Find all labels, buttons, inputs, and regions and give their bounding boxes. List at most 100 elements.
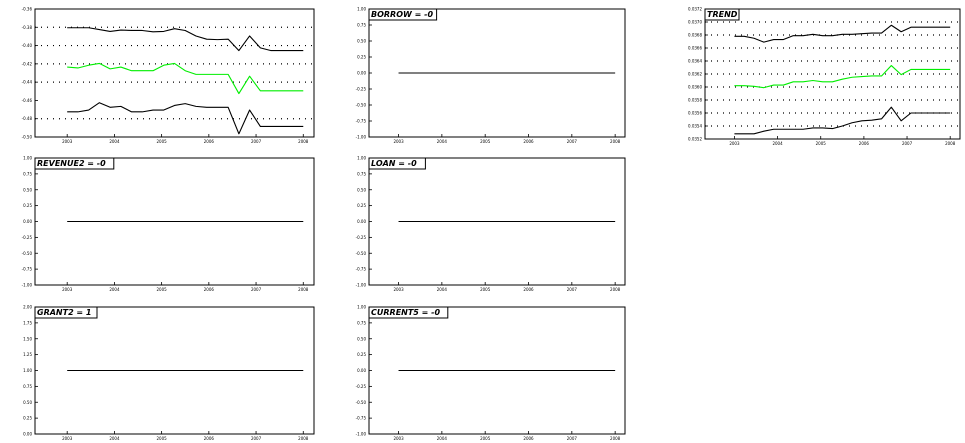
y-tick-label: -0.48 <box>22 116 33 121</box>
title-box <box>368 157 426 170</box>
y-tick-label: -0.75 <box>356 416 367 421</box>
panel-p7: 1.00 0.75 0.50 0.25 0.00 -0.25 -0.50 -0.75 -1.00… <box>356 305 626 441</box>
y-tick-label: -0.46 <box>22 98 33 103</box>
y-tick-label: -1.00 <box>356 283 367 288</box>
title-box <box>34 306 98 319</box>
y-tick-label: -1.00 <box>22 283 33 288</box>
y-tick-label: 0.0364 <box>688 59 702 64</box>
x-tick-label: 2006 <box>204 139 215 144</box>
y-tick-label: -1.00 <box>356 432 367 437</box>
x-tick-label: 2008 <box>610 139 621 144</box>
y-tick-label: 0.75 <box>357 171 366 176</box>
x-tick-label: 2005 <box>480 287 491 292</box>
x-tick-label: 2005 <box>157 287 168 292</box>
y-tick-label: 1.00 <box>357 305 366 310</box>
y-tick-label: 0.0368 <box>688 33 702 38</box>
x-tick-label: 2008 <box>610 436 621 441</box>
y-tick-label: 0.0352 <box>688 137 702 142</box>
x-tick-label: 2004 <box>109 436 120 441</box>
title-box <box>704 8 740 21</box>
y-tick-label: 2.00 <box>23 305 32 310</box>
x-tick-label: 2003 <box>393 139 404 144</box>
x-tick-label: 2006 <box>523 287 534 292</box>
y-tick-label: -0.40 <box>22 43 33 48</box>
x-tick-label: 2007 <box>567 287 578 292</box>
title-box <box>368 8 438 21</box>
y-tick-label: 0.50 <box>357 39 366 44</box>
y-tick-label: 0.25 <box>23 416 32 421</box>
y-tick-label: -0.50 <box>22 135 33 140</box>
y-tick-label: 1.75 <box>23 320 32 325</box>
y-tick-label: 0.50 <box>23 400 32 405</box>
y-tick-label: -0.50 <box>22 251 33 256</box>
panel-p1: -0.36 -0.38 -0.40 -0.42 -0.44 -0.46 -0.48 -0.50… <box>22 7 315 144</box>
x-tick-label: 2006 <box>204 436 215 441</box>
x-tick-label: 2005 <box>480 139 491 144</box>
y-tick-label: 1.00 <box>23 156 32 161</box>
panel-title: BORROW = -0 <box>371 10 433 19</box>
x-tick-label: 2006 <box>523 436 534 441</box>
panel-title: TREND <box>707 10 738 19</box>
y-tick-label: -0.75 <box>22 267 33 272</box>
y-tick-label: -0.25 <box>22 235 33 240</box>
series-line-0 <box>734 24 951 43</box>
x-tick-label: 2007 <box>567 139 578 144</box>
y-tick-label: -0.25 <box>356 235 367 240</box>
y-tick-label: -0.25 <box>356 384 367 389</box>
x-tick-label: 2008 <box>298 436 309 441</box>
y-tick-label: -0.50 <box>356 251 367 256</box>
x-tick-label: 2008 <box>610 287 621 292</box>
x-tick-label: 2003 <box>729 141 740 146</box>
y-tick-label: -0.50 <box>356 103 367 108</box>
plot-frame <box>34 8 315 138</box>
panel-title: REVENUE2 = -0 <box>37 159 106 168</box>
y-tick-label: 0.75 <box>23 384 32 389</box>
x-tick-label: 2005 <box>157 436 168 441</box>
y-tick-label: -0.44 <box>22 80 33 85</box>
y-tick-label: 0.00 <box>23 432 32 437</box>
y-tick-label: 0.0354 <box>688 124 702 129</box>
y-tick-label: 1.50 <box>23 336 32 341</box>
x-tick-label: 2008 <box>298 139 309 144</box>
y-tick-label: 0.0366 <box>688 46 702 51</box>
y-tick-label: 0.25 <box>23 203 32 208</box>
panel-p6: 2.00 1.75 1.50 1.25 1.00 0.75 0.50 0.25 0.00 2003… <box>23 305 315 441</box>
y-tick-label: 0.0370 <box>688 20 702 25</box>
series-line-0 <box>67 27 304 52</box>
x-tick-label: 2006 <box>523 139 534 144</box>
y-tick-label: 0.0356 <box>688 111 702 116</box>
y-tick-label: 0.25 <box>357 55 366 60</box>
y-tick-label: 0.00 <box>357 71 366 76</box>
series-line-1 <box>67 62 304 95</box>
x-tick-label: 2003 <box>62 436 73 441</box>
x-tick-label: 2004 <box>109 139 120 144</box>
title-box <box>368 306 449 319</box>
panel-p3: 0.0372 0.0370 0.0368 0.0366 0.0364 0.0362 0.03… <box>688 7 961 146</box>
x-tick-label: 2005 <box>816 141 827 146</box>
panel-title: LOAN = -0 <box>371 159 417 168</box>
panel-p5: 1.00 0.75 0.50 0.25 0.00 -0.25 -0.50 -0.75 -1.00… <box>356 156 626 292</box>
x-tick-label: 2003 <box>393 436 404 441</box>
y-tick-label: 0.25 <box>357 352 366 357</box>
x-tick-label: 2004 <box>437 436 448 441</box>
x-tick-label: 2008 <box>945 141 956 146</box>
x-tick-label: 2004 <box>437 139 448 144</box>
panel-p4: 1.00 0.75 0.50 0.25 0.00 -0.25 -0.50 -0.75 -1.00… <box>22 156 315 292</box>
series-line-2 <box>67 102 304 135</box>
y-tick-label: 0.0358 <box>688 98 702 103</box>
y-tick-label: -1.00 <box>356 135 367 140</box>
y-tick-label: -0.38 <box>22 25 33 30</box>
x-tick-label: 2007 <box>251 139 262 144</box>
y-tick-label: 0.0372 <box>688 7 702 12</box>
y-tick-label: 0.50 <box>357 336 366 341</box>
x-tick-label: 2007 <box>251 436 262 441</box>
y-tick-label: 1.25 <box>23 352 32 357</box>
y-tick-label: 1.00 <box>357 7 366 12</box>
y-tick-label: -0.75 <box>356 267 367 272</box>
x-tick-label: 2007 <box>567 436 578 441</box>
y-tick-label: 0.75 <box>357 23 366 28</box>
panel-title: GRANT2 = 1 <box>37 308 91 317</box>
x-tick-label: 2004 <box>437 287 448 292</box>
y-tick-label: 0.00 <box>23 219 32 224</box>
